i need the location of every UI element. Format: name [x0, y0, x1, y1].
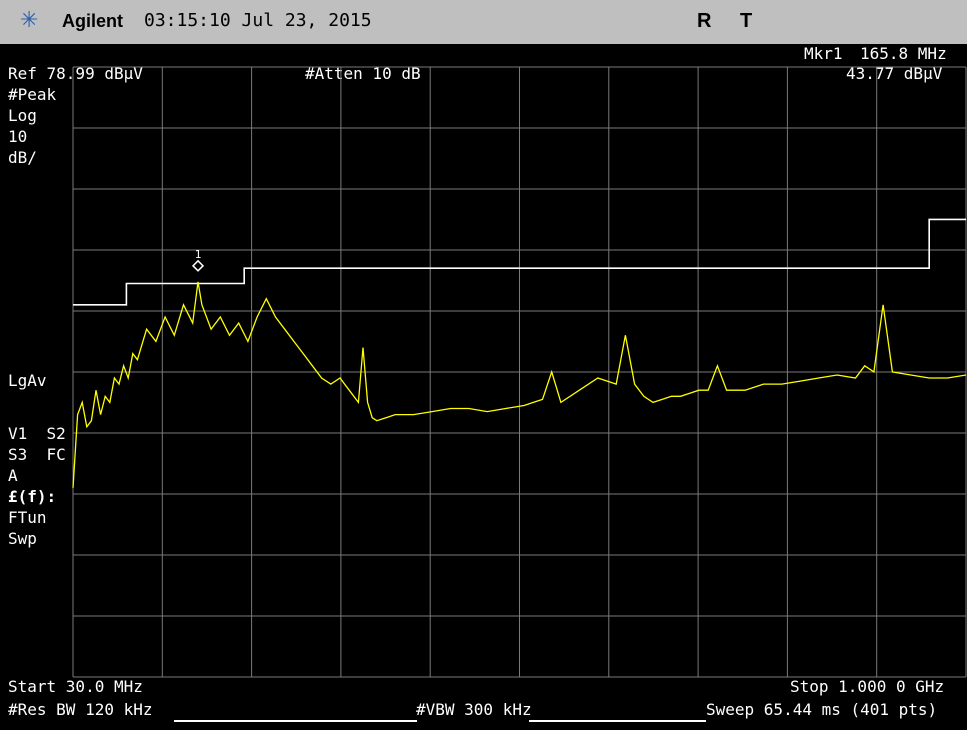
video-bandwidth: #VBW 300 kHz [416, 700, 532, 719]
graticule [72, 66, 967, 678]
stop-frequency: Stop 1.000 0 GHz [790, 677, 945, 696]
limit-line [73, 218, 966, 306]
brand-label: Agilent [62, 11, 123, 31]
resolution-bandwidth: #Res BW 120 kHz [8, 700, 153, 719]
trace-status-1: V1 S2 [8, 424, 66, 443]
marker-amplitude: 43.77 dBµV [846, 64, 943, 83]
title-bar: ✳ Agilent 03:15:10 Jul 23, 2015 R T [0, 0, 967, 44]
spectrum-trace [72, 281, 967, 488]
detector-label: #Peak [8, 85, 57, 104]
marker-number: 1 [195, 248, 202, 261]
start-frequency: Start 30.0 MHz [8, 677, 143, 696]
marker-frequency: 165.8 MHz [860, 44, 947, 63]
status-flag-t: T [740, 10, 753, 32]
sweep-time: Sweep 65.44 ms (401 pts) [706, 700, 938, 719]
trace-status-2: S3 FC [8, 445, 66, 464]
marker-1: 1 [191, 248, 205, 272]
ftun-label: FTun [8, 508, 47, 527]
trace-a-label: A [8, 466, 18, 485]
sweep-label: Swp [8, 529, 37, 548]
datetime-label: 03:15:10 Jul 23, 2015 [144, 10, 372, 31]
attenuation: #Atten 10 dB [305, 64, 421, 83]
scale-type-label: Log [8, 106, 37, 125]
reference-level: Ref 78.99 dBµV [8, 64, 143, 83]
correction-label: £(f): [8, 487, 57, 506]
scale-unit-label: dB/ [8, 148, 37, 167]
agilent-spark-icon: ✳ [20, 8, 39, 33]
footer-separator-1 [174, 720, 417, 722]
average-label: LgAv [8, 371, 47, 390]
scale-value-label: 10 [8, 127, 28, 146]
status-flag-r: R [697, 10, 712, 32]
footer-separator-2 [529, 720, 706, 722]
marker-diamond-icon [191, 259, 205, 272]
marker-name: Mkr1 [804, 44, 843, 63]
